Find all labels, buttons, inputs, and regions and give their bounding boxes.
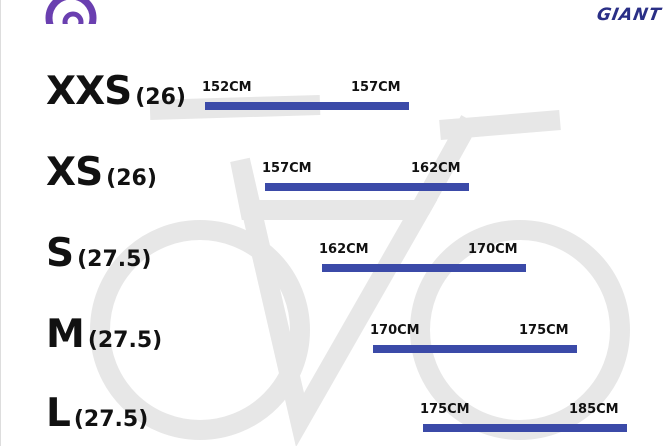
rear-wheel (90, 220, 310, 440)
size-code: M (46, 312, 85, 357)
wheel-size: (26) (135, 85, 186, 110)
max-height-label: 162CM (411, 161, 461, 176)
size-code: S (46, 231, 74, 276)
wheel-size: (27.5) (77, 247, 152, 272)
min-height-label: 152CM (202, 80, 252, 95)
range-bar-m (373, 345, 577, 353)
size-label-m: M (27.5) (46, 315, 162, 363)
range-bar-xxs (205, 102, 409, 110)
size-label-s: S (27.5) (46, 234, 151, 282)
giant-logo: GIANT (594, 5, 663, 25)
min-height-label: 175CM (420, 402, 470, 417)
range-bar-xs (265, 183, 469, 191)
size-code: L (46, 391, 71, 436)
max-height-label: 157CM (351, 80, 401, 95)
max-height-label: 175CM (519, 323, 569, 338)
size-code: XS (46, 150, 103, 195)
wheel-size: (27.5) (87, 328, 163, 353)
min-height-label: 157CM (262, 161, 312, 176)
swirl-logo-icon (45, 0, 97, 24)
range-bar-s (322, 264, 526, 272)
size-label-l: L (27.5) (46, 394, 148, 442)
size-label-xxs: XXS (26) (46, 72, 186, 120)
min-height-label: 170CM (370, 323, 420, 338)
wheel-size: (26) (106, 166, 157, 191)
left-border (0, 0, 1, 446)
size-code: XXS (46, 69, 132, 114)
wheel-size: (27.5) (73, 407, 149, 432)
size-label-xs: XS (26) (46, 153, 157, 201)
min-height-label: 162CM (319, 242, 369, 257)
max-height-label: 185CM (569, 402, 619, 417)
handlebar (411, 110, 561, 215)
frame (230, 157, 438, 446)
range-bar-l (423, 424, 627, 432)
max-height-label: 170CM (468, 242, 518, 257)
